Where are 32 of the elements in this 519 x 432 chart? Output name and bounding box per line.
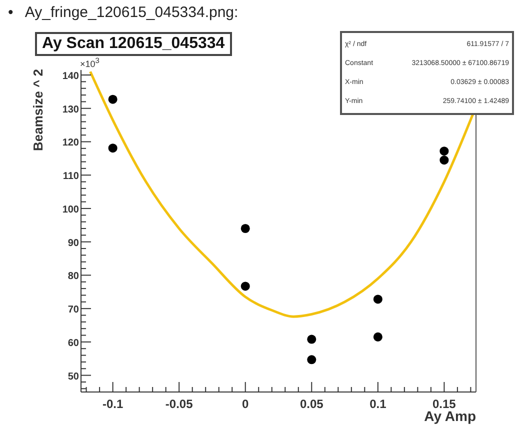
point (373, 332, 382, 342)
point (307, 334, 316, 344)
text: ×10$^{3}$ (80, 56, 100, 69)
x-tick-label: -0.05 (165, 397, 194, 411)
y-tick-label: 90 (68, 238, 80, 249)
x-tick-label: -0.1 (102, 397, 124, 411)
text: • Ay_fringe_120615_045334.png: (8, 4, 238, 21)
point (108, 94, 118, 104)
y-tick-label: 60 (68, 338, 80, 349)
point (373, 294, 382, 304)
line-series (89, 70, 475, 318)
x-axis-title: Ay Amp (424, 408, 476, 424)
point (440, 156, 449, 165)
x-tick-label: 0 (242, 397, 250, 411)
point (440, 146, 449, 156)
y-tick-label: 70 (68, 304, 80, 316)
y-tick-label: 100 (62, 204, 80, 216)
y-tick-label: 140 (62, 71, 80, 82)
point (108, 144, 118, 153)
y-tick-label: 110 (62, 171, 80, 182)
y-tick-label: 120 (62, 138, 80, 149)
point (307, 355, 316, 364)
x-tick-label: 0.1 (370, 397, 387, 411)
point (240, 282, 250, 291)
point (240, 224, 250, 233)
y-tick-label: 50 (68, 371, 80, 382)
y-tick-label: 80 (68, 271, 80, 282)
y-axis-title: Beamsize ^ 2 (30, 68, 46, 152)
y-tick-label: 130 (62, 104, 80, 116)
title-box: Ay Scan 120615_045334 (35, 32, 232, 56)
x-tick-label: 0.15 (432, 397, 456, 411)
x-tick-label: 0.05 (300, 397, 324, 411)
